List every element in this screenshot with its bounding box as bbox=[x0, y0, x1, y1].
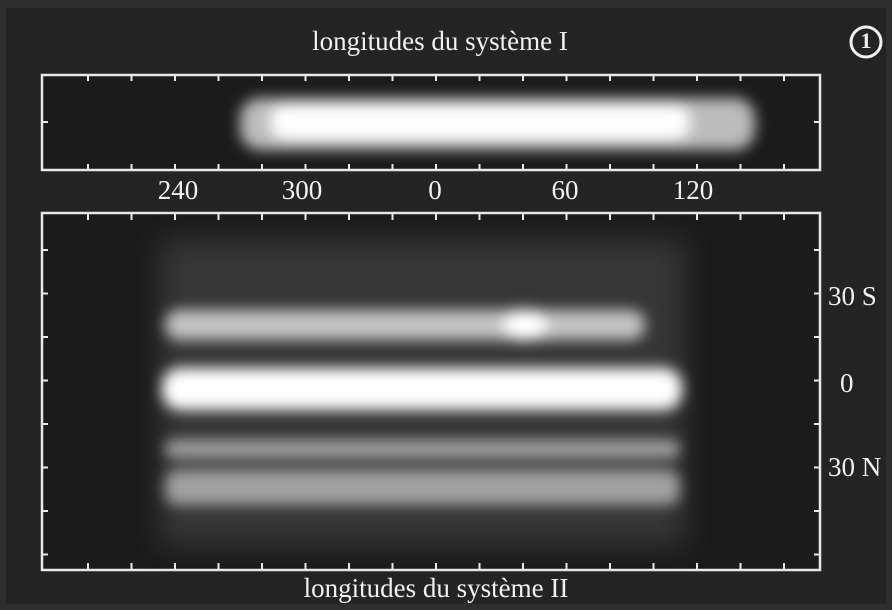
top-ticks: 240 300 0 60 120 bbox=[158, 175, 714, 205]
longitude-label: 120 bbox=[673, 175, 714, 205]
longitude-label: 240 bbox=[158, 175, 199, 205]
latitude-label: 30 N bbox=[828, 452, 881, 482]
bottom-title: longitudes du système II bbox=[304, 573, 569, 603]
bottom-panel: 30 S 0 30 N bbox=[40, 211, 881, 572]
longitude-label: 0 bbox=[428, 175, 442, 205]
longitude-label: 300 bbox=[282, 175, 323, 205]
longitude-label: 60 bbox=[552, 175, 579, 205]
top-band bbox=[240, 98, 755, 150]
figure-number: 1 bbox=[861, 28, 872, 53]
figure-badge bbox=[849, 25, 883, 59]
top-title: longitudes du système I bbox=[312, 26, 568, 56]
top-panel bbox=[40, 73, 822, 172]
latitude-label: 0 bbox=[840, 368, 854, 398]
bottom-map bbox=[160, 240, 685, 545]
frame-ticks bbox=[42, 75, 820, 570]
latitude-label: 30 S bbox=[828, 281, 877, 311]
